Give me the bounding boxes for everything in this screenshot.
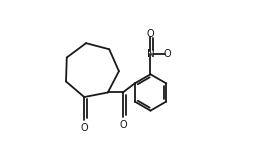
Text: O: O [147, 29, 154, 39]
Text: O: O [80, 123, 88, 134]
Text: N: N [147, 49, 154, 59]
Text: O: O [119, 120, 127, 131]
Text: O: O [164, 49, 171, 59]
